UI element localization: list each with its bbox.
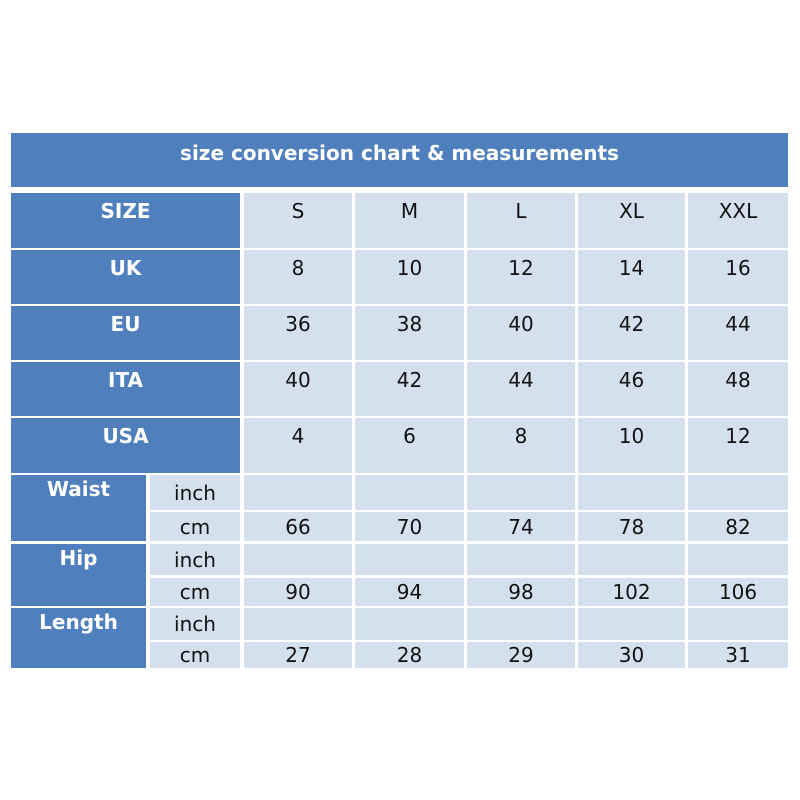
- cell-length-1-1: 28: [355, 642, 464, 668]
- cell-length-1-3: 30: [578, 642, 685, 668]
- cell-waist-1-2: 74: [467, 512, 575, 541]
- cell-hip-1-2: 98: [467, 578, 575, 606]
- cell-usa-4: 12: [688, 418, 788, 473]
- cell-waist-1-0: 66: [244, 512, 352, 541]
- cell-uk-0: 8: [244, 250, 352, 304]
- cell-length-1-4: 31: [688, 642, 788, 668]
- cell-waist-0-4: [688, 475, 788, 510]
- cell-uk-1: 10: [355, 250, 464, 304]
- cell-ita-1: 42: [355, 362, 464, 416]
- cell-hip-0-4: [688, 544, 788, 575]
- cell-waist-0-0: [244, 475, 352, 510]
- measure-label-hip: Hip: [11, 544, 146, 606]
- cell-eu-4: 44: [688, 306, 788, 360]
- cell-usa-2: 8: [467, 418, 575, 473]
- cell-hip-0-1: [355, 544, 464, 575]
- cell-size-1: M: [355, 193, 464, 248]
- unit-hip-0: inch: [150, 544, 240, 575]
- cell-usa-0: 4: [244, 418, 352, 473]
- cell-size-2: L: [467, 193, 575, 248]
- row-label-eu: EU: [11, 306, 240, 360]
- cell-ita-0: 40: [244, 362, 352, 416]
- measure-label-length: Length: [11, 608, 146, 668]
- cell-hip-1-0: 90: [244, 578, 352, 606]
- measure-label-waist: Waist: [11, 475, 146, 541]
- cell-hip-0-0: [244, 544, 352, 575]
- cell-eu-1: 38: [355, 306, 464, 360]
- cell-ita-2: 44: [467, 362, 575, 416]
- unit-hip-1: cm: [150, 578, 240, 606]
- cell-hip-1-4: 106: [688, 578, 788, 606]
- cell-waist-1-1: 70: [355, 512, 464, 541]
- cell-hip-0-2: [467, 544, 575, 575]
- unit-length-0: inch: [150, 608, 240, 640]
- cell-waist-1-3: 78: [578, 512, 685, 541]
- cell-hip-1-1: 94: [355, 578, 464, 606]
- chart-title: size conversion chart & measurements: [11, 133, 788, 187]
- cell-waist-0-2: [467, 475, 575, 510]
- cell-eu-2: 40: [467, 306, 575, 360]
- cell-size-0: S: [244, 193, 352, 248]
- unit-waist-1: cm: [150, 512, 240, 541]
- unit-length-1: cm: [150, 642, 240, 668]
- cell-uk-4: 16: [688, 250, 788, 304]
- cell-hip-1-3: 102: [578, 578, 685, 606]
- cell-size-4: XXL: [688, 193, 788, 248]
- cell-usa-3: 10: [578, 418, 685, 473]
- cell-size-3: XL: [578, 193, 685, 248]
- cell-waist-0-1: [355, 475, 464, 510]
- cell-waist-0-3: [578, 475, 685, 510]
- cell-length-1-0: 27: [244, 642, 352, 668]
- cell-length-0-0: [244, 608, 352, 640]
- cell-length-0-3: [578, 608, 685, 640]
- cell-eu-3: 42: [578, 306, 685, 360]
- cell-ita-4: 48: [688, 362, 788, 416]
- row-label-size: SIZE: [11, 193, 240, 248]
- cell-usa-1: 6: [355, 418, 464, 473]
- cell-length-0-4: [688, 608, 788, 640]
- cell-ita-3: 46: [578, 362, 685, 416]
- cell-eu-0: 36: [244, 306, 352, 360]
- row-label-ita: ITA: [11, 362, 240, 416]
- cell-hip-0-3: [578, 544, 685, 575]
- cell-length-1-2: 29: [467, 642, 575, 668]
- row-label-usa: USA: [11, 418, 240, 473]
- row-label-uk: UK: [11, 250, 240, 304]
- cell-waist-1-4: 82: [688, 512, 788, 541]
- cell-uk-3: 14: [578, 250, 685, 304]
- cell-length-0-2: [467, 608, 575, 640]
- cell-length-0-1: [355, 608, 464, 640]
- cell-uk-2: 12: [467, 250, 575, 304]
- unit-waist-0: inch: [150, 475, 240, 510]
